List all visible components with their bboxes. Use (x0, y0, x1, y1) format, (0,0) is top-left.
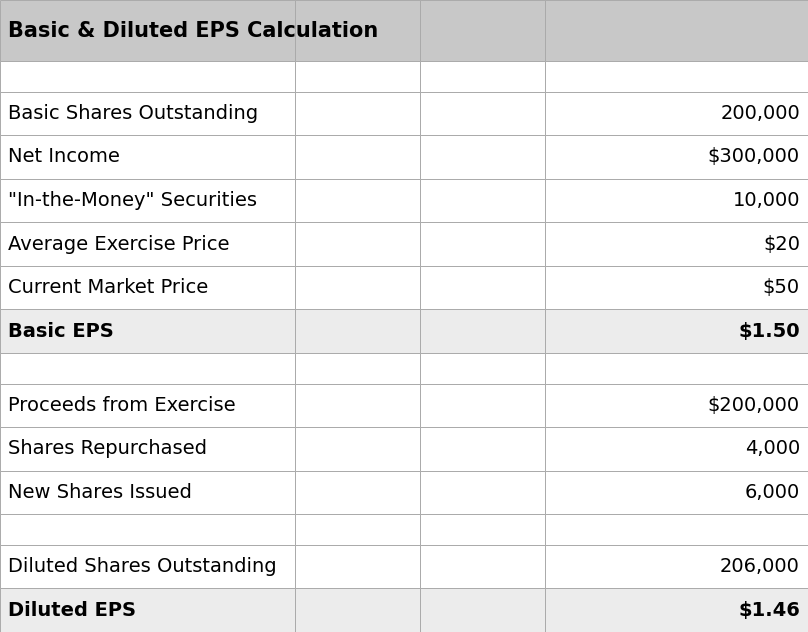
Bar (295, 179, 420, 222)
Bar (545, 588, 808, 632)
Bar (295, 514, 420, 545)
Bar (0, 135, 295, 179)
Bar (295, 0, 420, 61)
Text: $1.46: $1.46 (738, 600, 800, 620)
Bar (295, 266, 420, 310)
Text: $200,000: $200,000 (708, 396, 800, 415)
Text: Average Exercise Price: Average Exercise Price (8, 234, 229, 253)
Bar (545, 266, 808, 310)
Bar (545, 384, 808, 427)
Bar (295, 384, 420, 427)
Bar (0, 0, 295, 61)
Text: Diluted EPS: Diluted EPS (8, 600, 136, 620)
Bar (0, 471, 295, 514)
Bar (0, 310, 295, 353)
Text: New Shares Issued: New Shares Issued (8, 483, 192, 502)
Text: $50: $50 (763, 278, 800, 297)
Bar (545, 427, 808, 471)
Bar (545, 514, 808, 545)
Bar (0, 61, 295, 92)
Bar (420, 0, 545, 61)
Bar (0, 222, 295, 266)
Bar (295, 471, 420, 514)
Bar (420, 353, 545, 384)
Bar (295, 135, 420, 179)
Bar (295, 222, 420, 266)
Bar (420, 384, 545, 427)
Text: 206,000: 206,000 (720, 557, 800, 576)
Text: 6,000: 6,000 (745, 483, 800, 502)
Text: Proceeds from Exercise: Proceeds from Exercise (8, 396, 236, 415)
Bar (0, 588, 295, 632)
Bar (545, 471, 808, 514)
Text: Diluted Shares Outstanding: Diluted Shares Outstanding (8, 557, 276, 576)
Text: $20: $20 (763, 234, 800, 253)
Bar (420, 61, 545, 92)
Bar (545, 179, 808, 222)
Text: Current Market Price: Current Market Price (8, 278, 208, 297)
Bar (0, 353, 295, 384)
Bar (545, 545, 808, 588)
Bar (295, 588, 420, 632)
Text: "In-the-Money" Securities: "In-the-Money" Securities (8, 191, 257, 210)
Bar (420, 427, 545, 471)
Bar (420, 222, 545, 266)
Bar (545, 92, 808, 135)
Bar (295, 92, 420, 135)
Bar (420, 179, 545, 222)
Bar (0, 427, 295, 471)
Bar (545, 0, 808, 61)
Text: 10,000: 10,000 (732, 191, 800, 210)
Bar (0, 179, 295, 222)
Bar (545, 61, 808, 92)
Bar (420, 545, 545, 588)
Bar (545, 222, 808, 266)
Bar (420, 266, 545, 310)
Bar (420, 588, 545, 632)
Bar (295, 427, 420, 471)
Bar (0, 384, 295, 427)
Bar (420, 514, 545, 545)
Text: 4,000: 4,000 (745, 439, 800, 458)
Bar (295, 310, 420, 353)
Bar (545, 135, 808, 179)
Bar (420, 471, 545, 514)
Bar (420, 135, 545, 179)
Bar (420, 310, 545, 353)
Bar (545, 310, 808, 353)
Text: Basic Shares Outstanding: Basic Shares Outstanding (8, 104, 259, 123)
Text: Shares Repurchased: Shares Repurchased (8, 439, 207, 458)
Bar (295, 353, 420, 384)
Text: 200,000: 200,000 (720, 104, 800, 123)
Bar (0, 92, 295, 135)
Bar (545, 353, 808, 384)
Text: $300,000: $300,000 (708, 147, 800, 166)
Bar (295, 545, 420, 588)
Bar (420, 92, 545, 135)
Text: Basic EPS: Basic EPS (8, 322, 114, 341)
Bar (295, 61, 420, 92)
Bar (0, 545, 295, 588)
Bar (0, 514, 295, 545)
Text: Basic & Diluted EPS Calculation: Basic & Diluted EPS Calculation (8, 20, 378, 40)
Bar (0, 266, 295, 310)
Text: Net Income: Net Income (8, 147, 120, 166)
Text: $1.50: $1.50 (739, 322, 800, 341)
